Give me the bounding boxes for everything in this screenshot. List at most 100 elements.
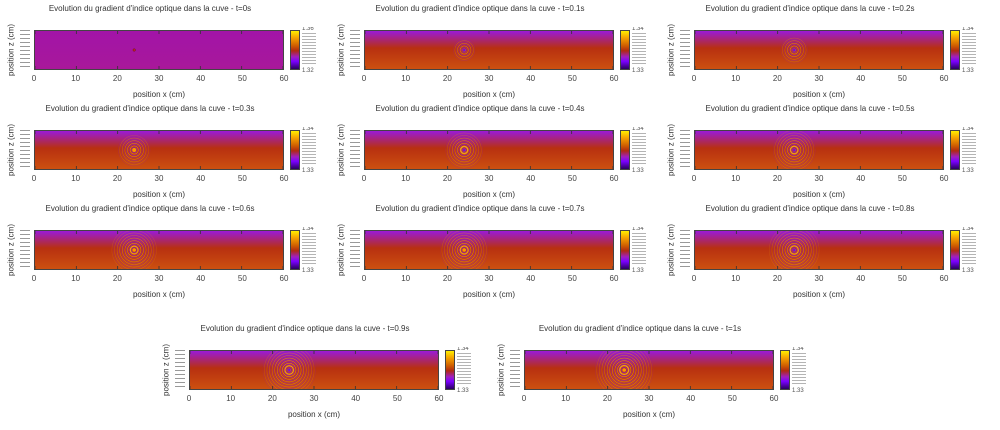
x-tick-labels: 0 10 20 30 40 50 60 (522, 394, 779, 404)
y-axis-label: position z (cm) (666, 223, 676, 277)
colorbar-overlapping-labels (632, 133, 646, 165)
ripple-ring (455, 41, 473, 59)
colorbar-min-label: 1.33 (632, 68, 644, 73)
ripple-ring (609, 355, 639, 385)
ripple-ring (770, 231, 819, 269)
chart-title: Evolution du gradient d'indice optique d… (45, 204, 255, 213)
heatmap-plot-area (34, 30, 284, 70)
x-tick-label: 10 (561, 394, 571, 403)
x-tick-label: 0 (361, 274, 367, 283)
x-tick-label: 20 (442, 74, 452, 83)
colorbar-min-label: 1.33 (962, 168, 974, 173)
ripple-ring (280, 361, 298, 379)
ripple-ring (784, 40, 804, 60)
ripple-ring (455, 141, 473, 159)
x-tick-label: 30 (484, 174, 494, 183)
x-tick-label: 50 (897, 74, 907, 83)
ripple-ring (778, 233, 811, 267)
ripple-ring (599, 351, 650, 389)
heatmap-background (365, 131, 613, 169)
colorbar-min-label: 1.33 (632, 168, 644, 173)
ripple-ring (783, 139, 806, 161)
heatmap-plot-area (364, 30, 614, 70)
heatmap-background (365, 231, 613, 269)
x-axis-label: position x (cm) (622, 410, 675, 419)
ripple-ring (776, 132, 812, 168)
ripple-ring (780, 36, 808, 64)
heatmap-background (190, 351, 438, 389)
source-point (792, 48, 796, 52)
y-tick-labels (350, 30, 360, 70)
x-tick-label: 0 (31, 74, 37, 83)
ripple-ring (265, 351, 314, 389)
ripple-ring (458, 44, 470, 56)
ripple-ring (449, 135, 479, 165)
colorbar-tick-labels: 1.34 1.33 (302, 127, 318, 173)
heatmap-plot-area (694, 30, 944, 70)
x-tick-label: 40 (526, 274, 536, 283)
ripple-ring (276, 357, 302, 383)
x-tick-label: 60 (609, 274, 619, 283)
colorbar-overlapping-labels (632, 233, 646, 265)
x-tick-label: 0 (361, 74, 367, 83)
ripple-ring (129, 145, 139, 155)
ripple-ring (445, 131, 483, 169)
ripple-ring (127, 243, 142, 257)
x-tick-labels: 0 10 20 30 40 50 60 (691, 274, 949, 284)
heatmap-plot-area (524, 350, 774, 390)
colorbar-overlapping-labels (302, 233, 316, 265)
ripple-ring (446, 232, 482, 268)
ripple-ring (442, 231, 486, 269)
x-tick-label: 40 (856, 274, 866, 283)
heatmap-svg (695, 31, 943, 69)
ripple-ring (613, 359, 636, 381)
colorbar-min-label: 1.33 (302, 268, 314, 273)
colorbar-overlapping-labels (962, 133, 976, 165)
ripple-ring (448, 233, 481, 267)
ripple-ring (446, 132, 482, 168)
ripple-core-ring (460, 145, 469, 155)
heatmap-panel: Evolution du gradient d'indice optique d… (0, 0, 330, 105)
chart-title: Evolution du gradient d'indice optique d… (375, 4, 585, 13)
ripple-ring (774, 231, 815, 269)
ripple-ring (621, 366, 628, 374)
ripple-ring (270, 351, 308, 389)
ripple-ring (779, 235, 809, 265)
x-tick-label: 60 (609, 174, 619, 183)
x-tick-label: 20 (772, 274, 782, 283)
x-tick-label: 40 (526, 174, 536, 183)
x-axis-label: position x (cm) (132, 90, 185, 99)
ripple-ring (282, 363, 297, 377)
x-tick-label: 60 (279, 274, 289, 283)
ripple-ring (784, 140, 804, 160)
x-tick-label: 0 (691, 274, 697, 283)
colorbar-max-label: 1.34 (302, 127, 314, 132)
ripple-ring (124, 140, 144, 160)
x-tick-label: 60 (279, 174, 289, 183)
ripple-ring (785, 41, 803, 59)
x-tick-label: 10 (71, 74, 81, 83)
y-tick-labels (20, 230, 30, 270)
x-tick-label: 50 (897, 174, 907, 183)
ripple-ring (278, 359, 301, 381)
ripple-ring (596, 351, 652, 389)
y-axis-label: position z (cm) (666, 23, 676, 77)
ripple-ring (119, 135, 149, 165)
colorbar-max-label: 1.34 (457, 347, 469, 352)
source-point (462, 248, 466, 252)
colorbar (445, 350, 455, 390)
colorbar-tick-labels: 1.34 1.33 (962, 127, 978, 173)
x-tick-label: 0 (361, 174, 367, 183)
ripple-ring (125, 241, 143, 259)
heatmap-panel: Evolution du gradient d'indice optique d… (660, 200, 990, 305)
heatmap-svg (365, 131, 613, 169)
x-tick-label: 50 (567, 174, 577, 183)
x-tick-label: 20 (112, 74, 122, 83)
x-tick-label: 10 (731, 274, 741, 283)
ripple-ring (788, 244, 800, 256)
y-axis-label: position z (cm) (336, 223, 346, 277)
colorbar-tick-labels: 1.34 1.33 (632, 227, 648, 273)
source-point (462, 148, 466, 152)
y-tick-labels (175, 350, 185, 390)
ripple-ring (780, 136, 808, 164)
